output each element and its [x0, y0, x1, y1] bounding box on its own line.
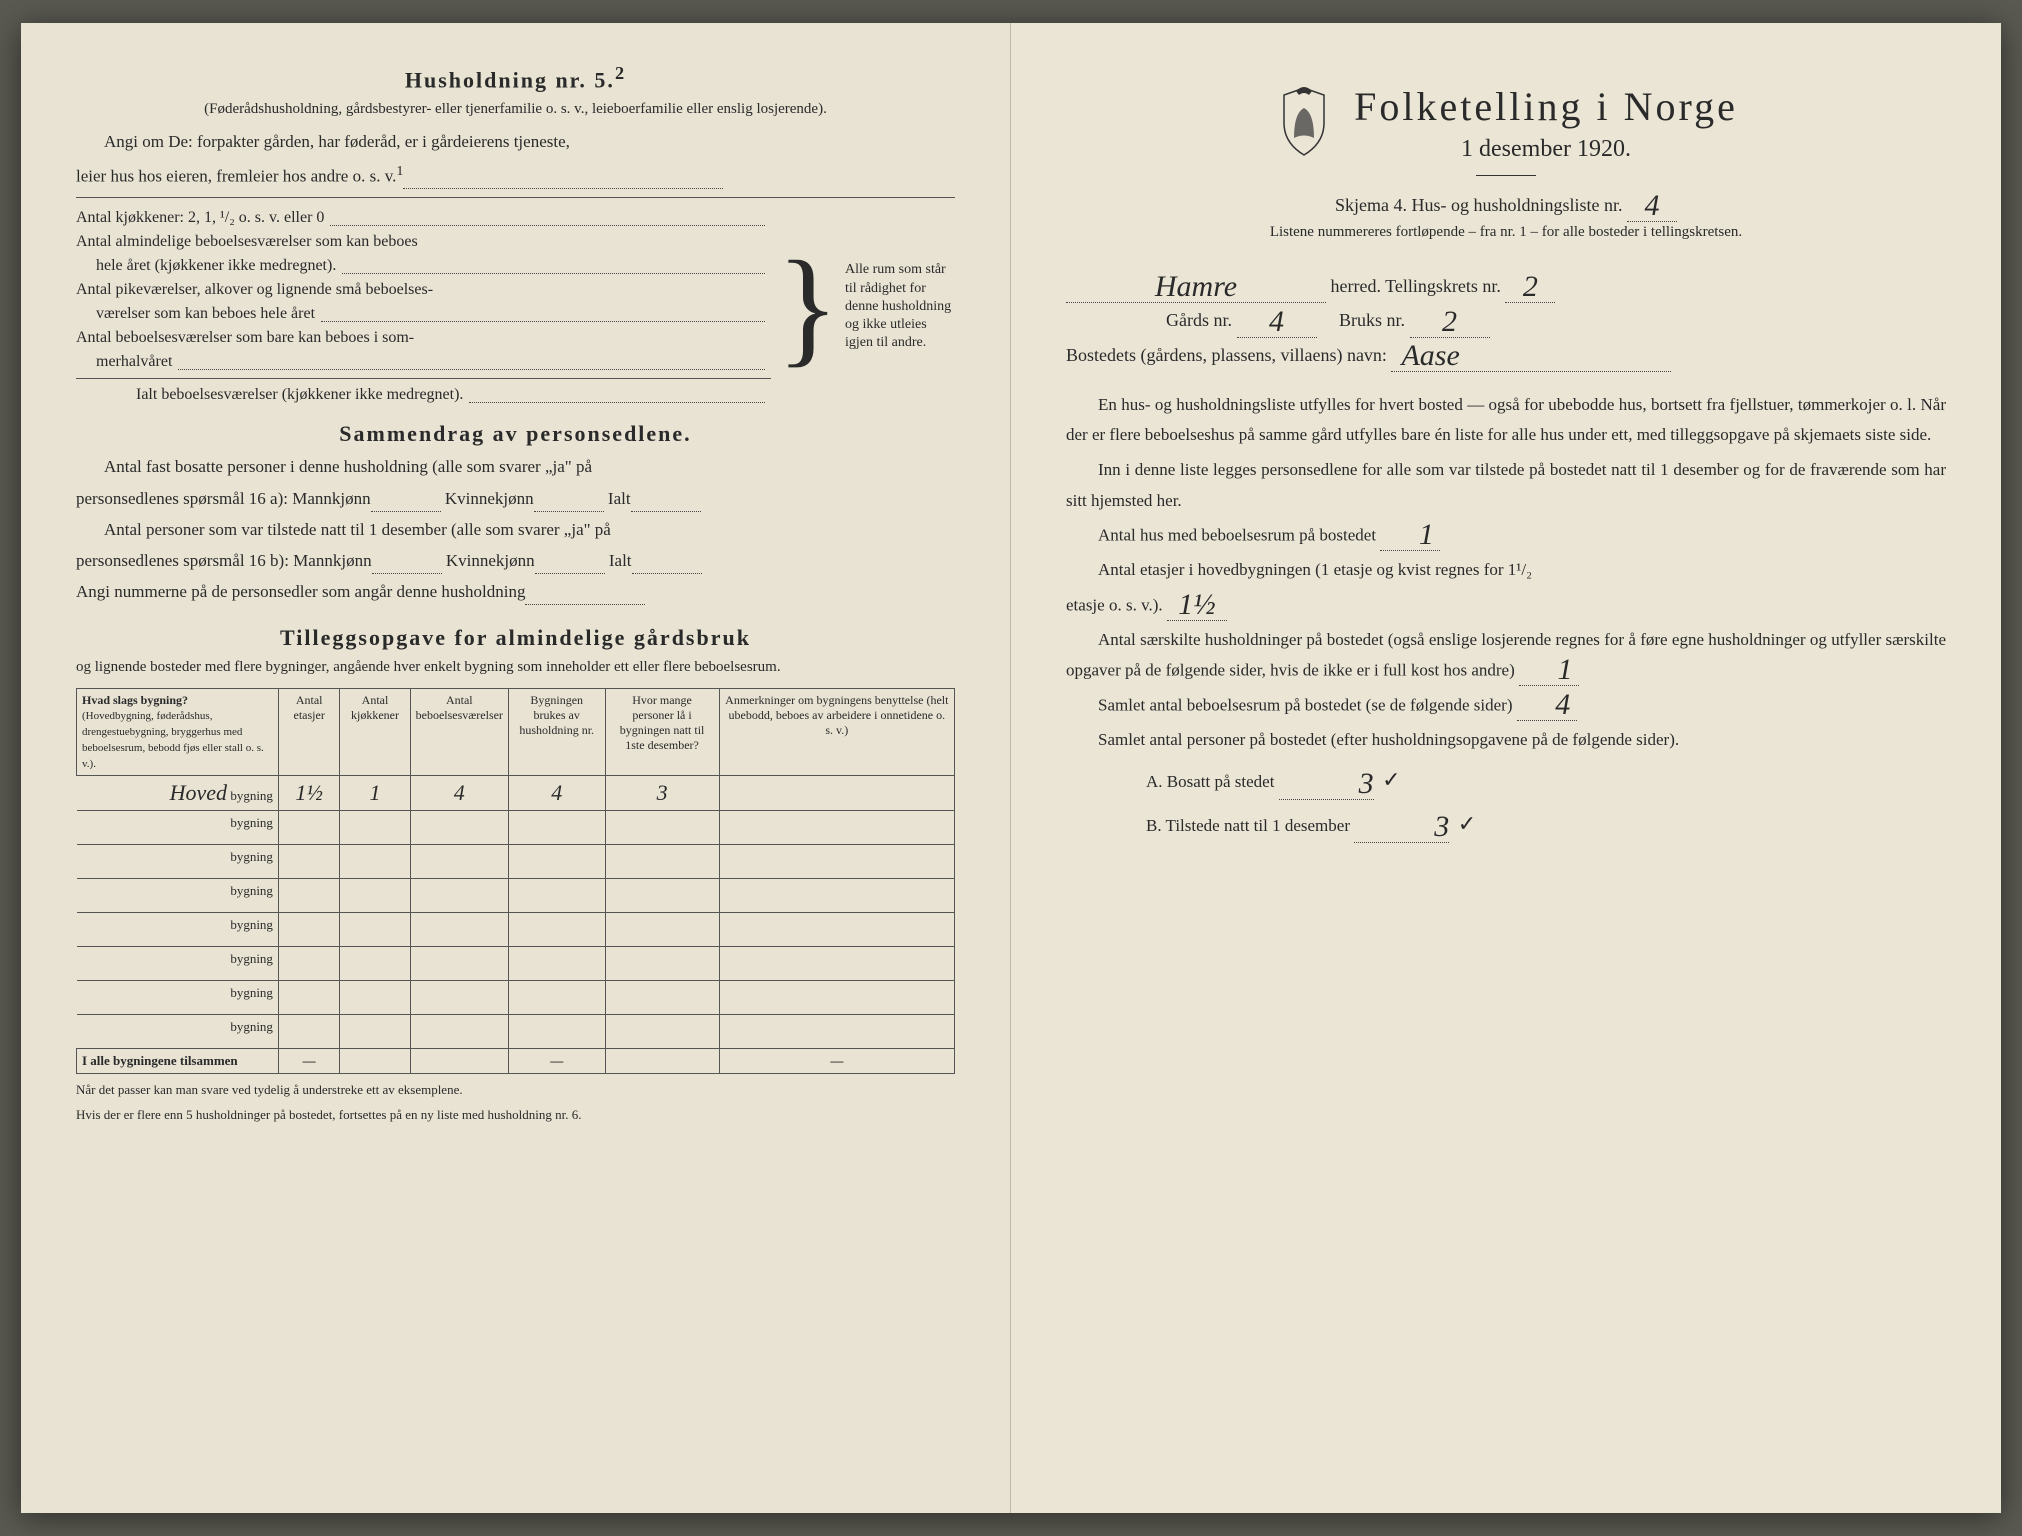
- brace-icon: }: [777, 242, 839, 372]
- q3: Antal særskilte husholdninger på bostede…: [1066, 625, 1946, 687]
- th-personer: Hvor mange personer lå i bygningen natt …: [605, 689, 719, 776]
- angi-line-1: Angi om De: forpakter gården, har føderå…: [76, 128, 955, 155]
- q2b: etasje o. s. v.). 1½: [1066, 590, 1946, 621]
- check-icon: ✓: [1382, 767, 1400, 792]
- gard-line: Gårds nr. 4 Bruks nr. 2: [1066, 303, 1946, 337]
- rooms-r4b: merhalvåret: [76, 350, 172, 374]
- main-title: Folketelling i Norge: [1354, 83, 1738, 130]
- bosted-field: Aase: [1391, 341, 1671, 372]
- bosted-line: Bostedets (gårdens, plassens, villaens) …: [1066, 338, 1946, 372]
- check-icon: ✓: [1458, 811, 1476, 836]
- q3-field: 1: [1519, 655, 1579, 686]
- herred-field: Hamre: [1066, 272, 1326, 303]
- rooms-block: Antal kjøkkener: 2, 1, ¹/₂ o. s. v. elle…: [76, 206, 955, 407]
- s2-fields: personsedlenes spørsmål 16 b): Mannkjønn…: [76, 547, 955, 574]
- th-kjokken: Antal kjøkkener: [340, 689, 410, 776]
- th-hushold: Bygningen brukes av husholdning nr.: [508, 689, 605, 776]
- subtitle: 1 desember 1920.: [1354, 136, 1738, 163]
- rooms-r3a: Antal pikeværelser, alkover og lignende …: [76, 278, 433, 302]
- gard-field: 4: [1237, 307, 1317, 338]
- liste-nr-field: 4: [1627, 191, 1677, 222]
- rooms-r3b: værelser som kan beboes hele året: [76, 302, 315, 326]
- table-row: bygning: [77, 947, 955, 981]
- table-row: bygning: [77, 811, 955, 845]
- right-page: Folketelling i Norge 1 desember 1920. Sk…: [1011, 23, 2001, 1513]
- q4-field: 4: [1517, 690, 1577, 721]
- s2a: Antal personer som var tilstede natt til…: [76, 516, 955, 543]
- table-row: bygning: [77, 981, 955, 1015]
- angi-line-2: leier hus hos eieren, fremleier hos andr…: [76, 160, 955, 190]
- household-heading: Husholdning nr. 5.2: [76, 63, 955, 93]
- herred-line: Hamre herred. Tellingskrets nr. 2: [1066, 269, 1946, 303]
- document-spread: Husholdning nr. 5.2 (Føderådshusholdning…: [21, 23, 2001, 1513]
- table-row: bygning: [77, 913, 955, 947]
- s3: Angi nummerne på de personsedler som ang…: [76, 578, 955, 605]
- s1-fields: personsedlenes spørsmål 16 a): Mannkjønn…: [76, 485, 955, 512]
- para-1: En hus- og husholdningsliste utfylles fo…: [1066, 390, 1946, 451]
- rooms-r1: Antal kjøkkener: 2, 1, ¹/₂ o. s. v. elle…: [76, 206, 324, 230]
- title-block: Folketelling i Norge 1 desember 1920. Sk…: [1066, 83, 1946, 243]
- rooms-r2a: Antal almindelige beboelsesværelser som …: [76, 230, 418, 254]
- q5: Samlet antal personer på bostedet (efter…: [1066, 725, 1946, 756]
- th-etasjer: Antal etasjer: [278, 689, 339, 776]
- s1a: Antal fast bosatte personer i denne hush…: [76, 453, 955, 480]
- q4: Samlet antal beboelsesrum på bostedet (s…: [1066, 690, 1946, 721]
- footnote-1: Når det passer kan man svare ved tydelig…: [76, 1082, 955, 1099]
- q1-field: 1: [1380, 520, 1440, 551]
- bruk-field: 2: [1410, 307, 1490, 338]
- sammendrag-heading: Sammendrag av personsedlene.: [76, 421, 955, 447]
- q1: Antal hus med beboelsesrum på bostedet 1: [1066, 520, 1946, 551]
- table-row: bygning: [77, 845, 955, 879]
- instructions: En hus- og husholdningsliste utfylles fo…: [1066, 390, 1946, 843]
- qb: B. Tilstede natt til 1 desember 3 ✓: [1066, 804, 1946, 844]
- krets-field: 2: [1505, 272, 1555, 303]
- buildings-table: Hvad slags bygning? (Hovedbygning, føder…: [76, 688, 955, 1074]
- skjema-line: Skjema 4. Hus- og husholdningsliste nr. …: [1066, 188, 1946, 222]
- qa-field: 3: [1279, 769, 1374, 800]
- rooms-r2b: hele året (kjøkkener ikke medregnet).: [76, 254, 336, 278]
- tillegg-heading: Tilleggsopgave for almindelige gårdsbruk: [76, 625, 955, 651]
- para-2: Inn i denne liste legges personsedlene f…: [1066, 455, 1946, 516]
- th-anmerk: Anmerkninger om bygningens benyttelse (h…: [719, 689, 954, 776]
- tillegg-sub: og lignende bosteder med flere bygninger…: [76, 657, 955, 678]
- table-row: Hoved bygning 1½ 1 4 4 3: [77, 776, 955, 811]
- table-row: bygning: [77, 879, 955, 913]
- th-type: Hvad slags bygning? (Hovedbygning, føder…: [77, 689, 279, 776]
- rooms-r4a: Antal beboelsesværelser som bare kan beb…: [76, 326, 414, 350]
- left-page: Husholdning nr. 5.2 (Føderådshusholdning…: [21, 23, 1011, 1513]
- q2a: Antal etasjer i hovedbygningen (1 etasje…: [1066, 555, 1946, 586]
- footnote-2: Hvis der er flere enn 5 husholdninger på…: [76, 1107, 955, 1124]
- q2-field: 1½: [1167, 590, 1227, 621]
- brace-note: Alle rum som står til rådighet for denne…: [845, 261, 955, 352]
- qb-field: 3: [1354, 812, 1449, 843]
- table-total-row: I alle bygningene tilsammen — — —: [77, 1049, 955, 1074]
- listene-note: Listene nummereres fortløpende – fra nr.…: [1066, 222, 1946, 243]
- rooms-r5: Ialt beboelsesværelser (kjøkkener ikke m…: [76, 383, 463, 407]
- coat-of-arms-icon: [1274, 83, 1334, 158]
- th-vaerelser: Antal beboelsesværelser: [410, 689, 508, 776]
- qa: A. Bosatt på stedet 3 ✓: [1066, 760, 1946, 800]
- household-note: (Føderådshusholdning, gårdsbestyrer- ell…: [76, 99, 955, 120]
- table-row: bygning: [77, 1015, 955, 1049]
